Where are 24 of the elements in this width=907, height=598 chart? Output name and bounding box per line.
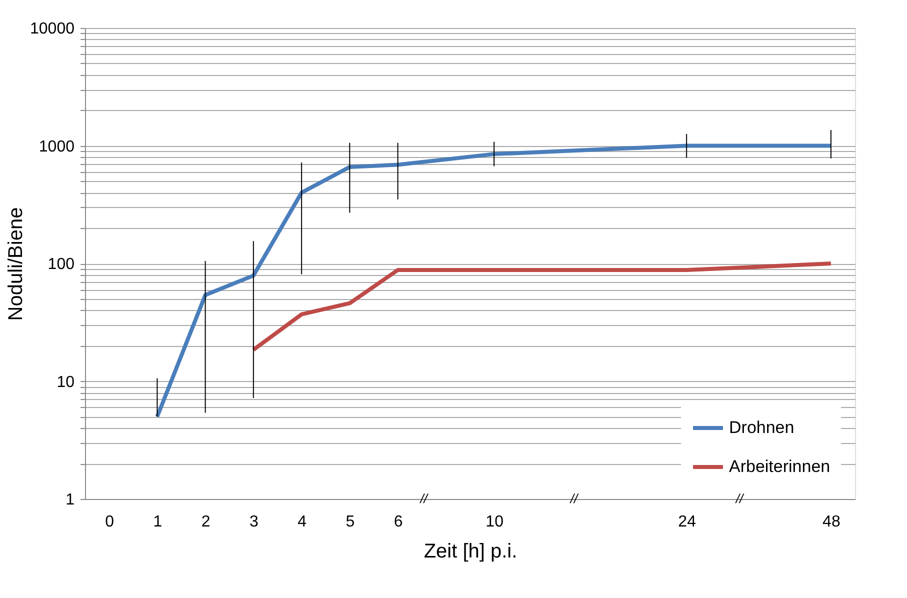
y-tick-label: 100 <box>48 256 75 273</box>
x-tick-label: 6 <box>394 514 403 530</box>
y-tick-label: 10 <box>56 374 75 391</box>
line-series <box>251 262 833 352</box>
x-tick-label: 48 <box>822 514 840 530</box>
y-tick-label: 1 <box>66 492 75 508</box>
annotation: // <box>734 491 744 506</box>
x-tick-label: 3 <box>249 514 258 530</box>
x-tick-label: 4 <box>298 514 307 530</box>
y-axis-title: Noduli/Biene <box>5 207 28 321</box>
annotation: // <box>419 491 429 506</box>
y-tick-label: 1000 <box>38 138 75 156</box>
annotation: // <box>569 491 579 506</box>
legend-label: Drohnen <box>729 418 794 437</box>
x-tick-label: 24 <box>678 514 696 530</box>
legend-label: Arbeiterinnen <box>729 457 830 476</box>
x-axis-title: Zeit [h] p.i. <box>424 540 518 562</box>
line-series <box>155 144 833 419</box>
y-tick-label: 10000 <box>30 20 75 38</box>
x-tick-label: 10 <box>486 514 504 530</box>
x-tick-label: 5 <box>346 514 355 530</box>
x-tick-label: 2 <box>201 514 210 530</box>
x-tick-label: 0 <box>105 514 114 530</box>
x-tick-label: 1 <box>153 514 162 530</box>
